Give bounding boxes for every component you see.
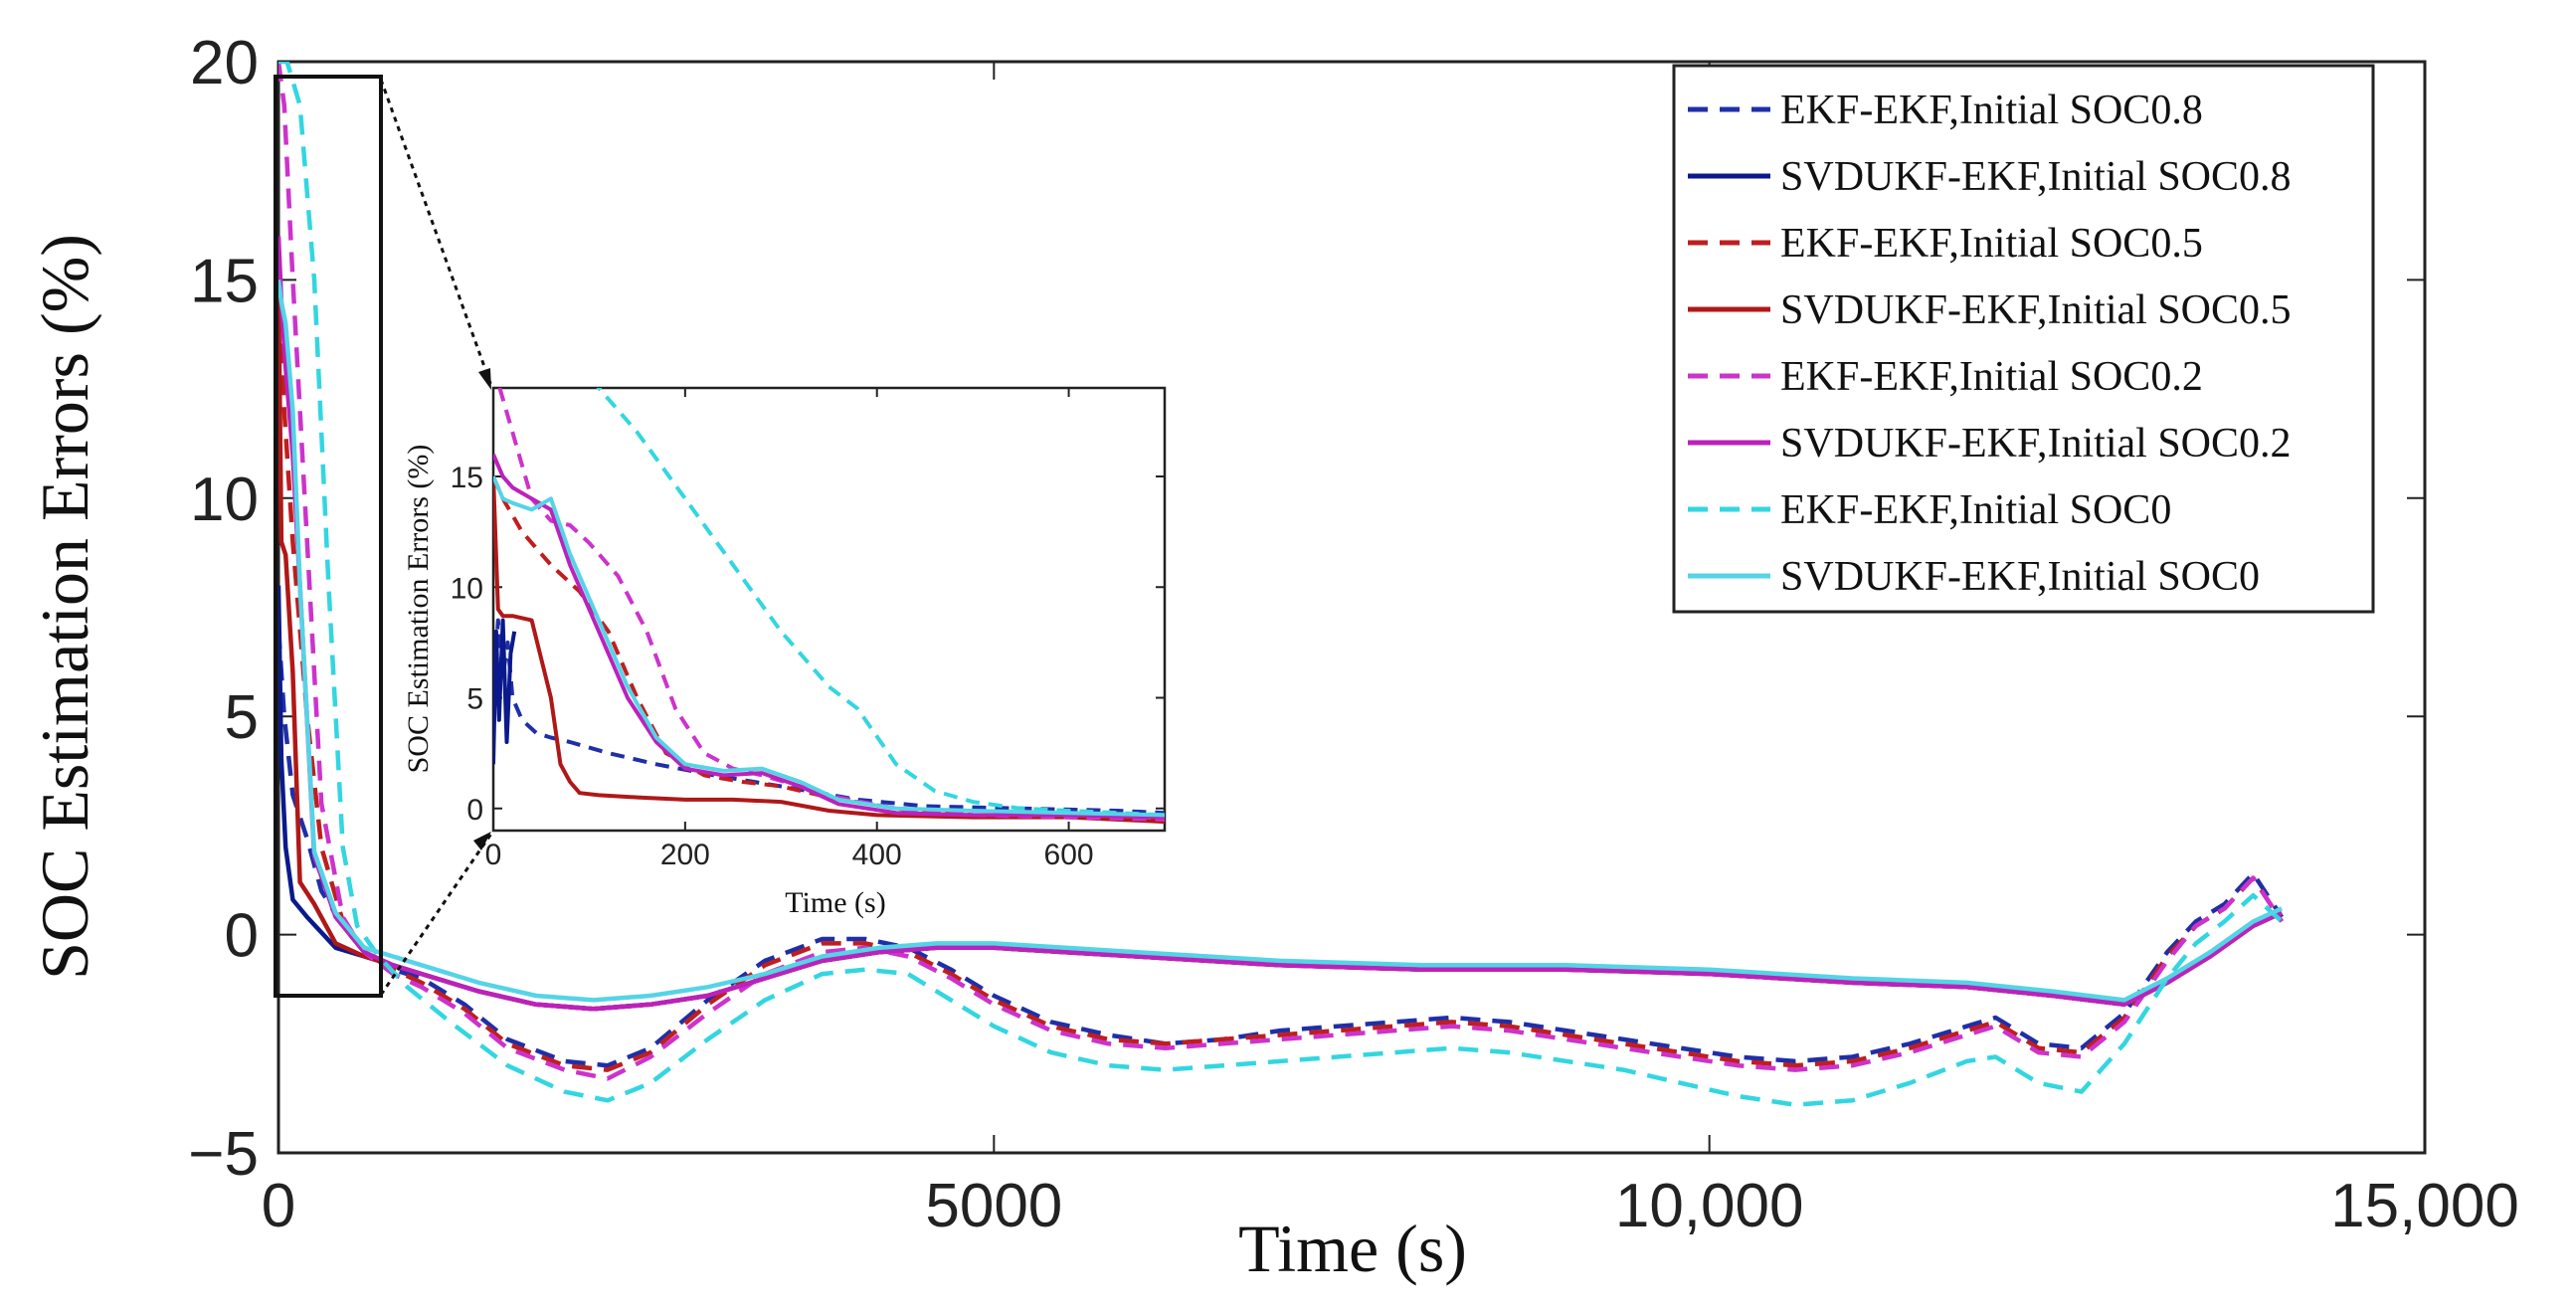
zoom-arrow-bottom: [473, 832, 491, 850]
y-tick-label: 5: [225, 683, 259, 752]
inset-x-tick-label: 600: [1044, 839, 1094, 871]
series-line-3: [278, 280, 2284, 1072]
inset-series-group: [493, 388, 1165, 825]
legend-label-5: EKF-EKF,Initial SOC0.2: [1780, 354, 2203, 400]
inset-x-tick-label: 0: [485, 839, 502, 871]
inset-series-line-2: [493, 618, 517, 765]
inset-y-tick-label: 0: [466, 794, 483, 827]
inset-y-axis-title: SOC Estimation Errors (%): [402, 445, 435, 774]
x-tick-label: 10,000: [1615, 1172, 1804, 1240]
zoom-connector-bottom: [379, 833, 493, 996]
legend-box: [1672, 64, 2375, 614]
series-line-8: [278, 280, 2284, 1003]
legend-label-8: SVDUKF-EKF,Initial SOC0: [1780, 554, 2260, 600]
inset-y-tick-label: 5: [466, 683, 483, 716]
inset-plot-area: [491, 386, 1167, 833]
inset-series-line-8: [493, 475, 1165, 818]
y-axis-title: SOC Estimation Errors (%): [27, 234, 102, 980]
x-tick-label: 0: [262, 1172, 295, 1240]
inset-series-line-4: [493, 475, 1165, 825]
y-tick-label: 15: [190, 247, 259, 315]
x-axis-title: Time (s): [1238, 1211, 1467, 1286]
zoom-arrow-top: [478, 368, 491, 390]
series-line-5: [278, 62, 2284, 1081]
zoom-region-box: [274, 75, 383, 998]
inset-y-tick-label: 10: [451, 572, 483, 605]
zoom-connector-top: [379, 79, 493, 387]
inset-x-tick-label: 200: [660, 839, 710, 871]
inset-series-line-1: [493, 618, 1165, 816]
x-tick-label: 5000: [925, 1172, 1062, 1240]
legend-label-1: EKF-EKF,Initial SOC0.8: [1780, 88, 2203, 133]
inset-series-line-6: [493, 454, 1165, 820]
main-series-group: [278, 62, 2284, 1107]
y-tick-label: 0: [225, 902, 259, 971]
legend-label-2: SVDUKF-EKF,Initial SOC0.8: [1780, 154, 2292, 200]
legend: EKF-EKF,Initial SOC0.8 SVDUKF-EKF,Initial…: [1688, 88, 2292, 600]
inset-axis-ticks: 0 200 400 600 0 5 10 15: [451, 388, 1165, 871]
inset-series-line-7: [596, 388, 1165, 818]
legend-label-3: EKF-EKF,Initial SOC0.5: [1780, 221, 2203, 267]
y-tick-label: 20: [190, 29, 259, 97]
y-tick-label: 10: [190, 466, 259, 534]
inset-x-axis-title: Time (s): [785, 886, 885, 919]
inset-x-tick-label: 400: [852, 839, 902, 871]
x-tick-label: 15,000: [2330, 1172, 2519, 1240]
legend-label-7: EKF-EKF,Initial SOC0: [1780, 487, 2171, 533]
series-line-7: [278, 62, 2284, 1107]
legend-label-4: SVDUKF-EKF,Initial SOC0.5: [1780, 287, 2292, 333]
y-tick-label: −5: [188, 1120, 259, 1189]
series-line-1: [278, 629, 2284, 1068]
legend-label-6: SVDUKF-EKF,Initial SOC0.2: [1780, 421, 2292, 467]
inset-y-tick-label: 15: [451, 462, 483, 494]
